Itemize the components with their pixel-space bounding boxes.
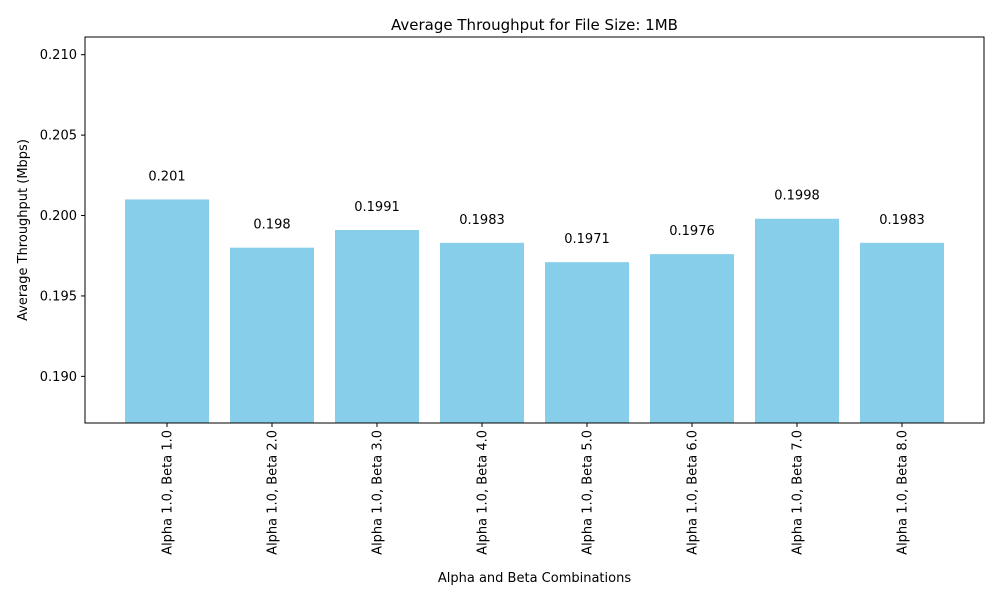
y-tick-label: 0.205 [40, 129, 77, 144]
y-axis-ticks: 0.190 0.195 0.200 0.205 0.210 [40, 48, 85, 385]
bar [230, 247, 314, 423]
chart-title: Average Throughput for File Size: 1MB [391, 16, 678, 34]
x-tick-label: Alpha 1.0, Beta 8.0 [896, 430, 911, 555]
y-axis-label: Average Throughput (Mbps) [16, 139, 31, 321]
x-tick-label: Alpha 1.0, Beta 2.0 [266, 430, 281, 555]
bar-value-label: 0.1983 [879, 213, 925, 228]
bar [545, 262, 629, 423]
bar-value-label: 0.1971 [564, 232, 610, 247]
bar-value-label: 0.1998 [774, 189, 820, 204]
bar [650, 254, 734, 423]
bar [125, 199, 209, 423]
x-axis-ticks: Alpha 1.0, Beta 1.0 Alpha 1.0, Beta 2.0 Al… [161, 423, 911, 555]
y-tick-label: 0.200 [40, 209, 77, 224]
x-tick-label: Alpha 1.0, Beta 1.0 [161, 430, 176, 555]
y-tick-label: 0.195 [40, 289, 77, 304]
data-labels-group: 0.201 0.198 0.1991 0.1983 0.1971 0.1976 0.1998… [148, 169, 924, 247]
x-axis-label: Alpha and Beta Combinations [438, 571, 631, 586]
bar [860, 242, 944, 423]
bar-value-label: 0.1983 [459, 213, 505, 228]
bar [335, 230, 419, 423]
x-tick-label: Alpha 1.0, Beta 6.0 [686, 430, 701, 555]
bar-value-label: 0.201 [148, 169, 185, 184]
bar [440, 242, 524, 423]
x-tick-label: Alpha 1.0, Beta 5.0 [581, 430, 596, 555]
y-tick-label: 0.190 [40, 370, 77, 385]
plot-frame [84, 36, 985, 424]
x-tick-label: Alpha 1.0, Beta 7.0 [791, 430, 806, 555]
y-tick-label: 0.210 [40, 48, 77, 63]
bar-value-label: 0.1976 [669, 224, 715, 239]
bar-value-label: 0.1991 [354, 200, 400, 215]
bars-group [125, 199, 944, 423]
x-tick-label: Alpha 1.0, Beta 4.0 [476, 430, 491, 555]
bar [755, 218, 839, 423]
bar-value-label: 0.198 [253, 218, 290, 233]
x-tick-label: Alpha 1.0, Beta 3.0 [371, 430, 386, 555]
